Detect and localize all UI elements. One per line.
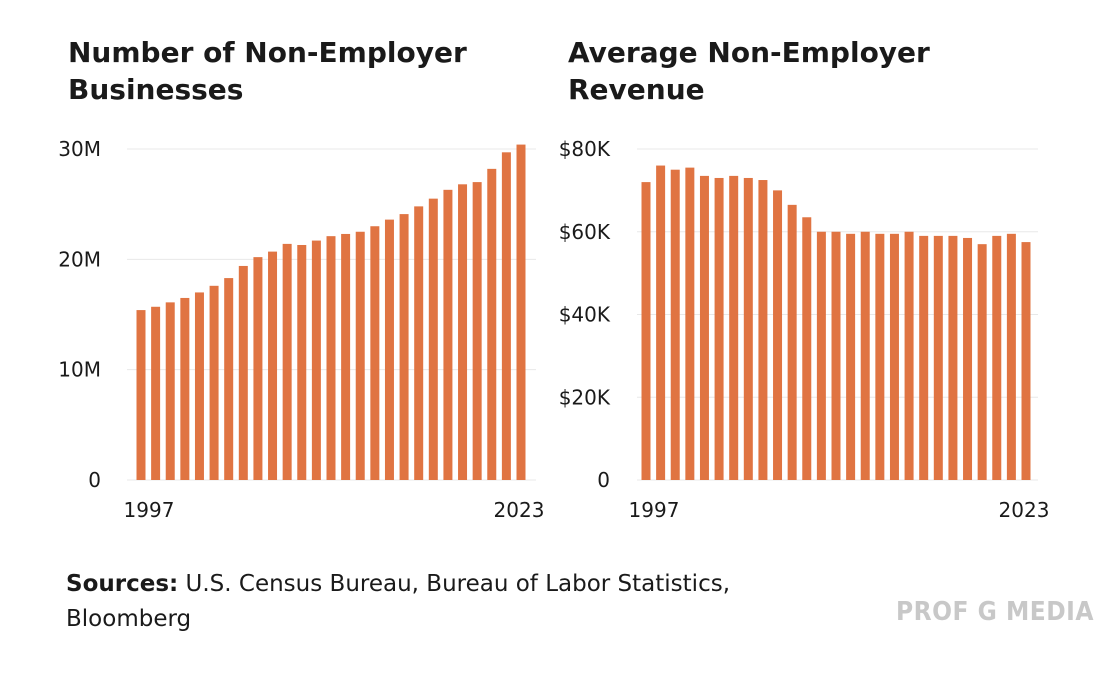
- y-tick-label: $40K: [559, 303, 611, 327]
- bar-2008: [802, 217, 812, 481]
- x-tick-label: 1997: [124, 498, 175, 522]
- bar-2014: [384, 219, 394, 480]
- bar-2010: [326, 236, 336, 480]
- bar-2009: [311, 240, 321, 480]
- bar-2022: [501, 152, 511, 480]
- bar-2005: [758, 180, 768, 480]
- bar-2015: [904, 231, 914, 480]
- bar-1997: [136, 310, 146, 480]
- bar-2016: [414, 206, 424, 480]
- chart-businesses: 0 10M 20M 30M 1997 2023: [58, 137, 545, 522]
- bar-1999: [165, 302, 175, 480]
- y-tick-label: $60K: [559, 220, 611, 244]
- x-tick-label: 2023: [494, 498, 545, 522]
- bar-2020: [977, 244, 987, 480]
- bar-2019: [963, 237, 973, 480]
- bar-2023: [516, 144, 526, 480]
- bar-2019: [458, 184, 468, 480]
- bar-1998: [151, 306, 161, 480]
- bar-2012: [355, 231, 365, 480]
- bar-1997: [641, 182, 651, 480]
- bar-2012: [860, 231, 870, 480]
- bar-2021: [487, 168, 497, 481]
- bar-2002: [714, 177, 724, 480]
- bar-2017: [933, 235, 943, 480]
- bar-2006: [268, 251, 278, 480]
- chart-revenue: 0 $20K $40K $60K $80K 1997 2023: [559, 137, 1050, 522]
- bar-2014: [889, 233, 899, 480]
- bar-2011: [341, 233, 351, 480]
- y-tick-label: 0: [88, 468, 101, 492]
- bar-2023: [1021, 242, 1031, 480]
- bar-2013: [875, 233, 885, 480]
- bar-2017: [428, 198, 438, 480]
- bar-2007: [787, 204, 797, 480]
- bar-2010: [831, 231, 841, 480]
- y-tick-label: $20K: [559, 385, 611, 409]
- bar-2018: [948, 235, 958, 480]
- y-tick-label: $80K: [559, 137, 611, 161]
- bar-2001: [194, 292, 204, 480]
- bar-2021: [992, 235, 1002, 480]
- bar-2000: [685, 167, 695, 480]
- bar-2004: [743, 177, 753, 480]
- bar-2002: [209, 285, 219, 480]
- sources-note: Sources: U.S. Census Bureau, Bureau of L…: [66, 567, 846, 637]
- bar-2008: [297, 244, 307, 480]
- bar-2020: [472, 182, 482, 480]
- bar-2001: [699, 175, 709, 481]
- y-tick-label: 20M: [58, 247, 101, 271]
- x-tick-label: 2023: [999, 498, 1050, 522]
- bar-1998: [656, 165, 666, 481]
- sources-text: U.S. Census Bureau, Bureau of Labor Stat…: [66, 571, 731, 632]
- bar-1999: [670, 169, 680, 480]
- bar-2006: [773, 190, 783, 480]
- bar-2004: [238, 265, 248, 480]
- y-tick-label: 0: [597, 468, 610, 492]
- y-tick-label: 30M: [58, 137, 101, 161]
- chart-title-businesses: Number of Non-Employer Businesses: [68, 36, 467, 106]
- bar-2009: [816, 231, 826, 480]
- bar-2003: [729, 175, 739, 481]
- bar-2022: [1006, 233, 1016, 480]
- sources-label: Sources:: [66, 571, 179, 597]
- bar-2013: [370, 226, 380, 480]
- x-tick-label: 1997: [629, 498, 680, 522]
- bar-2000: [180, 297, 190, 480]
- bar-2016: [919, 235, 929, 480]
- y-tick-label: 10M: [58, 358, 101, 382]
- bar-2011: [846, 233, 856, 480]
- bar-2007: [282, 243, 292, 480]
- bar-2005: [253, 257, 263, 480]
- bar-2003: [224, 278, 234, 480]
- bar-2018: [443, 189, 453, 480]
- chart-title-revenue: Average Non-Employer Revenue: [568, 36, 930, 106]
- bar-2015: [399, 214, 409, 480]
- brand-watermark: PROF G MEDIA: [896, 597, 1094, 627]
